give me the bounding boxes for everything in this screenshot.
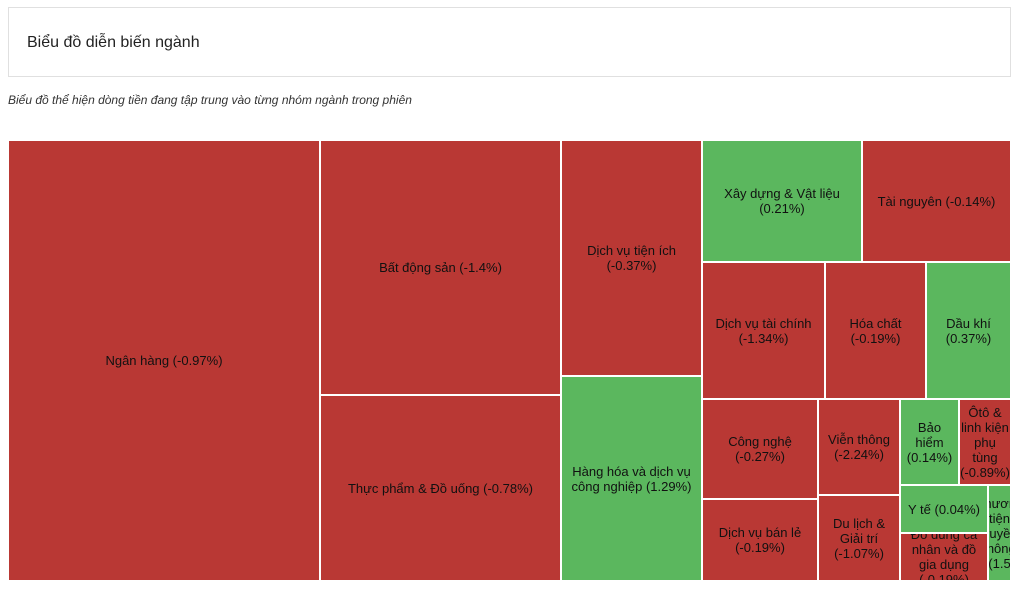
sector-tile[interactable]: Bất động sản (-1.4%): [320, 140, 561, 395]
sector-tile[interactable]: Ngân hàng (-0.97%): [8, 140, 320, 581]
sector-tile[interactable]: Xây dựng & Vật liệu (0.21%): [702, 140, 862, 262]
sector-tile[interactable]: Dịch vụ bán lẻ (-0.19%): [702, 499, 818, 581]
sector-tile[interactable]: Viễn thông (-2.24%): [818, 399, 900, 495]
sector-label: Viễn thông (-2.24%): [828, 432, 890, 462]
sector-tile[interactable]: Dịch vụ tiện ích (-0.37%): [561, 140, 702, 376]
sector-label: Dịch vụ tài chính (-1.34%): [715, 315, 812, 346]
sector-label: Y tế (0.04%): [907, 501, 981, 517]
page-title: Biểu đồ diễn biến ngành: [27, 34, 200, 51]
sector-label: Hóa chất (-0.19%): [849, 315, 902, 346]
chart-header-box: Biểu đồ diễn biến ngành: [8, 7, 1011, 77]
sector-tile[interactable]: Đồ dùng cá nhân và đồ gia dụng (-0.19%): [900, 533, 988, 581]
sector-label: Dầu khí (0.37%): [945, 315, 992, 346]
sector-tile[interactable]: Ôtô & linh kiện phụ tùng (-0.89%): [959, 399, 1011, 485]
sector-label: Du lịch & Giải trí (-1.07%): [832, 515, 886, 561]
sector-label: Công nghệ (-0.27%): [728, 434, 792, 464]
sector-treemap: Ngân hàng (-0.97%) Bất động sản (-1.4%) Th…: [8, 140, 1011, 581]
sector-label: Dịch vụ tiện ích (-0.37%): [587, 243, 676, 273]
sector-label: Bảo hiểm (0.14%): [906, 419, 953, 465]
sector-tile[interactable]: Y tế (0.04%): [900, 485, 988, 533]
sector-label: Đồ dùng cá nhân và đồ gia dụng (-0.19%): [910, 533, 978, 581]
sector-tile[interactable]: Tài nguyên (-0.14%): [862, 140, 1011, 262]
sector-label: Hàng hóa và dịch vụ công nghiệp (1.29%): [571, 463, 692, 494]
sector-label: Phươngtiệntruyềnthông(1.5: [988, 495, 1011, 571]
sector-tile[interactable]: Du lịch & Giải trí (-1.07%): [818, 495, 900, 581]
sector-tile[interactable]: Phươngtiệntruyềnthông(1.5: [988, 485, 1011, 581]
sector-label: Dịch vụ bán lẻ (-0.19%): [718, 525, 802, 555]
sector-tile[interactable]: Hàng hóa và dịch vụ công nghiệp (1.29%): [561, 376, 702, 581]
sector-tile[interactable]: Dịch vụ tài chính (-1.34%): [702, 262, 825, 399]
sector-label: Ôtô & linh kiện phụ tùng (-0.89%): [960, 404, 1010, 480]
sector-tile[interactable]: Dầu khí (0.37%): [926, 262, 1011, 399]
sector-label: Tài nguyên (-0.14%): [877, 193, 996, 209]
sector-label: Bất động sản (-1.4%): [379, 260, 502, 275]
sector-label: Ngân hàng (-0.97%): [105, 353, 223, 368]
sector-tile[interactable]: Hóa chất (-0.19%): [825, 262, 926, 399]
sector-tile[interactable]: Công nghệ (-0.27%): [702, 399, 818, 499]
sector-label: Thực phẩm & Đồ uống (-0.78%): [347, 480, 533, 496]
sector-tile[interactable]: Bảo hiểm (0.14%): [900, 399, 959, 485]
chart-subtitle: Biểu đồ thể hiện dòng tiền đang tập trun…: [8, 93, 412, 107]
sector-label: Xây dựng & Vật liệu (0.21%): [724, 186, 840, 216]
sector-tile[interactable]: Thực phẩm & Đồ uống (-0.78%): [320, 395, 561, 581]
